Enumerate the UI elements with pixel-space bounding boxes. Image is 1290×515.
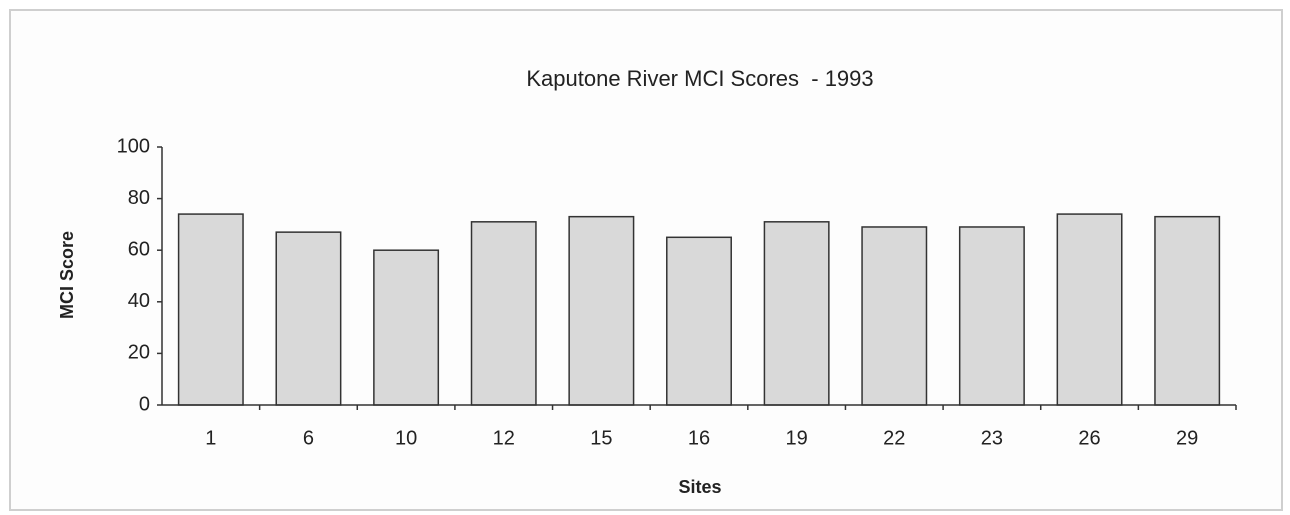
- bar: [373, 249, 440, 406]
- x-tick-label: 1: [205, 427, 216, 449]
- x-tick-label: 6: [303, 427, 314, 449]
- y-tick-label: 40: [128, 290, 150, 312]
- x-tick-label: 15: [590, 427, 612, 449]
- y-tick-label: 0: [139, 393, 150, 415]
- bar: [568, 215, 635, 406]
- y-tick-label: 100: [117, 135, 150, 157]
- y-tick-label: 80: [128, 187, 150, 209]
- x-tick-label: 22: [883, 427, 905, 449]
- bar: [1056, 213, 1123, 406]
- bar: [666, 236, 732, 406]
- x-tick-label: 16: [688, 427, 710, 449]
- bar: [470, 221, 537, 406]
- x-tick-label: 10: [395, 427, 417, 449]
- x-tick-label: 12: [493, 427, 515, 449]
- x-tick-label: 29: [1176, 427, 1198, 449]
- x-tick-label: 23: [981, 427, 1003, 449]
- x-axis-label: Sites: [678, 477, 721, 497]
- bar: [275, 231, 342, 406]
- bar: [958, 226, 1025, 406]
- bar: [177, 213, 244, 406]
- chart-title: Kaputone River MCI Scores - 1993: [526, 66, 873, 91]
- bar: [1154, 215, 1221, 406]
- y-tick-label: 20: [128, 342, 150, 364]
- x-tick-label: 19: [786, 427, 808, 449]
- x-tick-label: 26: [1078, 427, 1100, 449]
- bar: [763, 221, 830, 406]
- y-tick-label: 60: [128, 238, 150, 260]
- bar: [861, 226, 928, 406]
- y-axis-label: MCI Score: [57, 231, 77, 319]
